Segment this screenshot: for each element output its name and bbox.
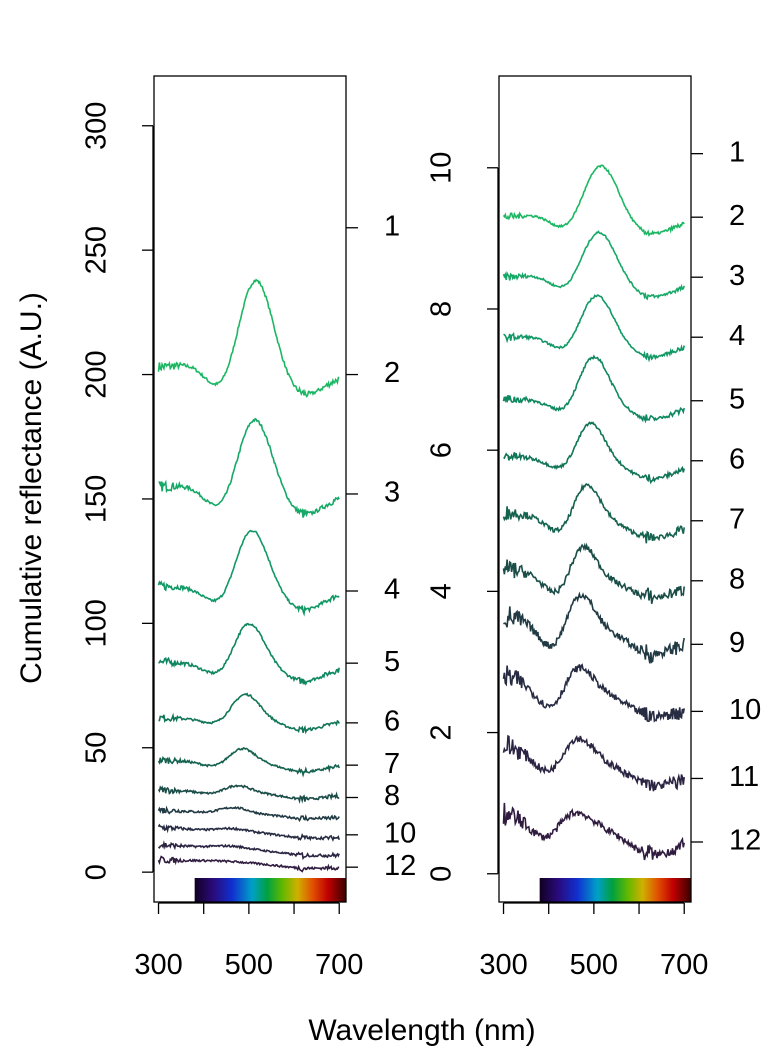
series-label: 8 [384, 780, 400, 812]
series-label: 8 [729, 563, 745, 595]
series-line-12 [502, 802, 685, 861]
spectrum-bar [539, 878, 691, 902]
y-tick-label: 10 [426, 152, 458, 184]
x-tick-label: 500 [225, 949, 273, 981]
series-label: 12 [384, 850, 416, 882]
x-tick-label: 300 [134, 949, 182, 981]
y-tick-label: 8 [426, 301, 458, 317]
series-line-11 [158, 840, 340, 860]
series-line-9 [157, 805, 340, 823]
series-label: 4 [384, 574, 400, 606]
series-line-5 [158, 622, 340, 686]
y-tick-label: 200 [81, 350, 113, 398]
series-label: 7 [384, 748, 400, 780]
y-tick-label: 100 [81, 599, 113, 647]
y-tick-label: 0 [426, 866, 458, 882]
series-label: 6 [384, 706, 400, 738]
x-tick-label: 500 [570, 949, 618, 981]
y-tick-label: 0 [81, 864, 113, 880]
series-label: 11 [729, 761, 759, 793]
series-line-3 [502, 230, 685, 301]
series-line-4 [503, 294, 685, 363]
series-line-12 [157, 855, 340, 873]
series-label: 2 [384, 357, 400, 389]
x-tick-label: 700 [315, 949, 363, 981]
series-line-10 [157, 823, 340, 842]
series-label: 6 [729, 443, 745, 475]
x-tick-label: 300 [479, 949, 527, 981]
series-label: 12 [729, 825, 761, 857]
y-tick-label: 250 [81, 226, 113, 274]
series-line-9 [503, 591, 685, 664]
x-tick-label: 700 [660, 949, 708, 981]
y-tick-label: 50 [81, 732, 113, 764]
x-axis-title: Wavelength (nm) [308, 1014, 535, 1047]
series-label: 7 [729, 503, 745, 535]
series-label: 3 [729, 260, 745, 292]
y-tick-label: 150 [81, 475, 113, 523]
y-tick-label: 4 [426, 583, 458, 599]
series-label: 3 [384, 477, 400, 509]
series-line-2 [502, 164, 685, 237]
plot-frame [498, 75, 692, 903]
y-axis-title: Cumulative reflectance (A.U.) [15, 292, 48, 684]
series-label: 10 [384, 817, 416, 849]
series-line-6 [503, 421, 685, 485]
series-line-7 [157, 746, 340, 778]
series-label: 9 [729, 627, 745, 659]
series-line-6 [158, 692, 340, 735]
series-label: 5 [729, 383, 745, 415]
series-label: 5 [384, 646, 400, 678]
series-label: 10 [729, 694, 761, 726]
spectrum-bar [194, 878, 346, 902]
series-line-4 [157, 529, 340, 617]
series-label: 4 [729, 320, 745, 352]
y-tick-label: 300 [81, 102, 113, 150]
series-label: 1 [384, 210, 400, 242]
series-label: 2 [729, 200, 745, 232]
series-line-7 [502, 483, 685, 544]
plot-frame [153, 75, 347, 903]
series-line-8 [502, 542, 685, 604]
series-line-10 [502, 663, 685, 723]
series-label: 1 [729, 136, 745, 168]
series-line-8 [157, 784, 340, 804]
y-tick-label: 6 [426, 442, 458, 458]
series-line-5 [502, 354, 685, 424]
series-line-3 [158, 417, 340, 518]
series-line-11 [502, 734, 685, 792]
series-line-2 [157, 278, 340, 398]
y-tick-label: 2 [426, 724, 458, 740]
